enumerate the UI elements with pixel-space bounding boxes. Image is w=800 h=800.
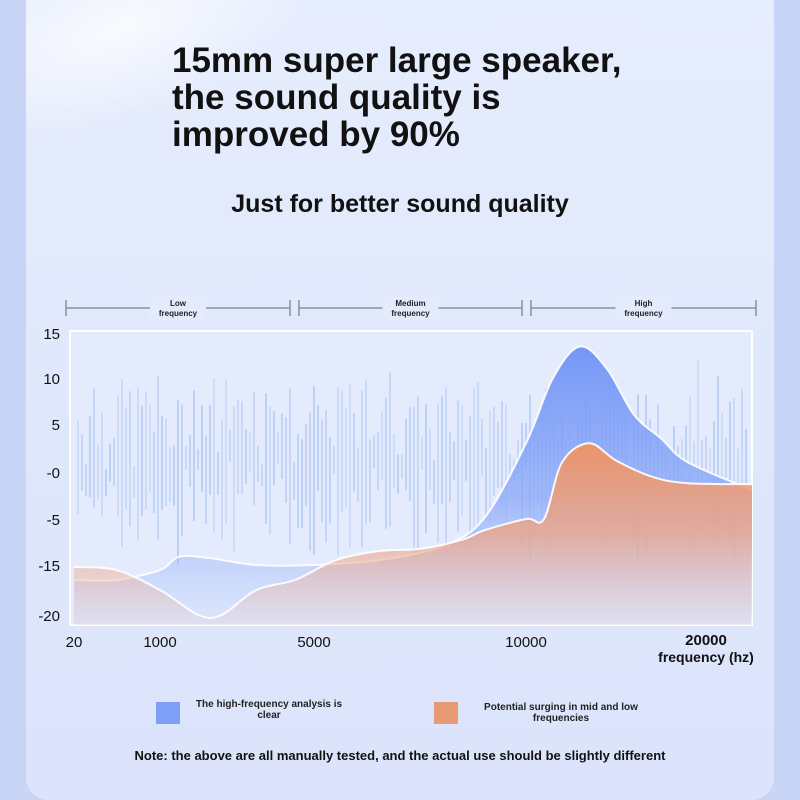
disclaimer-note: Note: the above are all manually tested,… [134,748,666,763]
x-tick-label: 1000 [143,634,176,651]
y-tick-label: -5 [47,512,60,529]
legend-swatch-orange [434,702,458,724]
band-label: frequency [624,309,663,318]
y-tick-label: -0 [47,465,60,482]
orange-series-line [73,442,752,620]
band-label: Medium [395,299,425,308]
band-label: frequency [391,309,430,318]
band-label: High [635,299,653,308]
y-tick-label: -15 [38,558,60,575]
x-tick-label: 10000 [505,634,547,651]
legend-swatch-blue [156,702,180,724]
series-areas [73,345,752,625]
band-label-bg [382,296,439,320]
y-tick-label: -20 [38,608,60,625]
band-label: Low [170,299,187,308]
x-tick-label: 5000 [297,634,330,651]
x-axis-label: frequency (hz) [658,649,754,665]
blue-series-line [73,345,752,582]
product-card: 15mm super large speaker, the sound qual… [26,0,774,800]
x-tick-label: 20000 [685,632,727,649]
orange-series-area [74,443,752,625]
y-axis: 15 10 5 -0 -5 -15 -20 [38,326,60,625]
legend-label-orange: Potential surging in mid and low frequen… [484,702,638,724]
band-label-bg [615,296,672,320]
band-label: frequency [159,309,198,318]
headline: 15mm super large speaker, the sound qual… [172,41,622,154]
legend-label-blue: The high-frequency analysis is clear [195,699,343,721]
x-axis: 20 1000 5000 10000 20000 [66,632,727,651]
y-tick-label: 15 [43,326,60,343]
subheadline: Just for better sound quality [231,190,569,218]
frequency-response-chart: LowfrequencyMediumfrequencyHighfrequency… [38,296,757,665]
y-tick-label: 5 [52,417,60,434]
x-tick-label: 20 [66,634,83,651]
y-tick-label: 10 [43,371,60,388]
band-label-bg [150,296,206,320]
